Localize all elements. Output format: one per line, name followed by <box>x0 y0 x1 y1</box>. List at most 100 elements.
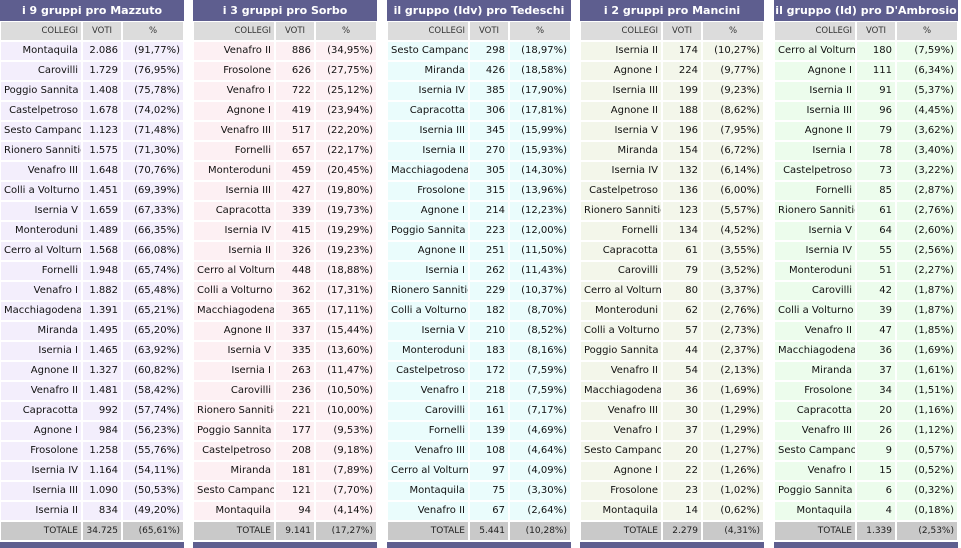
table-row: Venafro III 30 (1,29%) <box>580 401 764 421</box>
cell-pct: (3,62%) <box>896 121 958 141</box>
cell-collegio: Agnone I <box>0 421 82 441</box>
cell-collegio: Capracotta <box>774 401 856 421</box>
table-row: Isernia IV 1.164 (54,11%) <box>0 461 184 481</box>
cell-collegio: Isernia IV <box>774 241 856 261</box>
table-row: Fornelli 139 (4,69%) <box>387 421 571 441</box>
table-row: Poggio Sannita 44 (2,37%) <box>580 341 764 361</box>
table-row: Agnone I 111 (6,34%) <box>774 61 958 81</box>
cell-collegio: Agnone II <box>774 121 856 141</box>
cell-pct: (2,27%) <box>896 261 958 281</box>
cell-collegio: Carovilli <box>580 261 662 281</box>
cell-pct: (9,53%) <box>315 421 377 441</box>
cell-pct: (5,57%) <box>702 201 764 221</box>
cell-voti: 1.465 <box>82 341 122 361</box>
table-row: Isernia III 427 (19,80%) <box>193 181 377 201</box>
table-row: Macchiagodena 36 (1,69%) <box>774 341 958 361</box>
table-row: Capracotta 61 (3,55%) <box>580 241 764 261</box>
cell-collegio: Cerro al Volturno <box>774 41 856 61</box>
total-label: TOTALE <box>774 521 856 541</box>
cell-pct: (10,37%) <box>509 281 571 301</box>
cell-pct: (15,44%) <box>315 321 377 341</box>
cell-voti: 419 <box>275 101 315 121</box>
cell-voti: 34 <box>856 381 896 401</box>
cell-pct: (65,21%) <box>122 301 184 321</box>
col-header-voti: VOTI <box>82 21 122 41</box>
cell-collegio: Macchiagodena <box>580 381 662 401</box>
cell-voti: 326 <box>275 241 315 261</box>
table-row: Isernia V 64 (2,60%) <box>774 221 958 241</box>
table-row: Castelpetroso 73 (3,22%) <box>774 161 958 181</box>
col-header-pct: % <box>702 21 764 41</box>
cell-pct: (7,89%) <box>315 461 377 481</box>
cell-pct: (55,76%) <box>122 441 184 461</box>
table-row: Montaquila 75 (3,30%) <box>387 481 571 501</box>
table-row: Sesto Campano 1.123 (71,48%) <box>0 121 184 141</box>
total-row: TOTALE 9.141 (17,27%) <box>193 521 377 541</box>
cell-collegio: Venafro I <box>0 281 82 301</box>
cell-pct: (7,59%) <box>509 361 571 381</box>
table-row: Venafro I 218 (7,59%) <box>387 381 571 401</box>
table-row: Isernia II 270 (15,93%) <box>387 141 571 161</box>
table-row: Colli a Volturno 1.451 (69,39%) <box>0 181 184 201</box>
table-row: Isernia II 834 (49,20%) <box>0 501 184 521</box>
cell-voti: 177 <box>275 421 315 441</box>
cell-voti: 26 <box>856 421 896 441</box>
cell-voti: 180 <box>856 41 896 61</box>
cell-collegio: Miranda <box>193 461 275 481</box>
cell-collegio: Isernia IV <box>193 221 275 241</box>
cell-voti: 236 <box>275 381 315 401</box>
cell-collegio: Isernia I <box>193 361 275 381</box>
cell-pct: (11,50%) <box>509 241 571 261</box>
cell-collegio: Castelpetroso <box>774 161 856 181</box>
table-row: Rionero Sannitico1.575(71,30%) <box>0 141 184 161</box>
cell-pct: (60,82%) <box>122 361 184 381</box>
cell-pct: (18,58%) <box>509 61 571 81</box>
cell-voti: 298 <box>469 41 509 61</box>
cell-voti: 262 <box>469 261 509 281</box>
cell-voti: 64 <box>856 221 896 241</box>
cell-voti: 30 <box>662 401 702 421</box>
cell-voti: 36 <box>856 341 896 361</box>
table-row: Macchiagodena 365 (17,11%) <box>193 301 377 321</box>
table-row: Cerro al Volturno 97 (4,09%) <box>387 461 571 481</box>
cell-collegio: Venafro III <box>0 161 82 181</box>
table-row: Poggio Sannita 223 (12,00%) <box>387 221 571 241</box>
panel-footer-bar <box>387 542 571 548</box>
cell-pct: (1,69%) <box>896 341 958 361</box>
cell-pct: (0,57%) <box>896 441 958 461</box>
cell-collegio: Venafro I <box>387 381 469 401</box>
cell-collegio: Fornelli <box>193 141 275 161</box>
cell-pct: (2,37%) <box>702 341 764 361</box>
table-row: Cerro al Volturno 80 (3,37%) <box>580 281 764 301</box>
cell-voti: 992 <box>82 401 122 421</box>
table-row: Capracotta 339 (19,73%) <box>193 201 377 221</box>
results-panel: il gruppo (Idv) pro Tedeschi COLLEGI VOTI%… <box>387 0 571 548</box>
cell-pct: (75,78%) <box>122 81 184 101</box>
cell-pct: (14,30%) <box>509 161 571 181</box>
cell-collegio: Agnone II <box>387 241 469 261</box>
table-row: Rionero Sannitico229(10,37%) <box>387 281 571 301</box>
cell-pct: (3,22%) <box>896 161 958 181</box>
total-voti: 2.279 <box>662 521 702 541</box>
cell-pct: (1,27%) <box>702 441 764 461</box>
cell-collegio: Frosolone <box>193 61 275 81</box>
cell-pct: (8,62%) <box>702 101 764 121</box>
cell-collegio: Isernia II <box>0 501 82 521</box>
table-row: Agnone II 188 (8,62%) <box>580 101 764 121</box>
table-row: Agnone II 337 (15,44%) <box>193 321 377 341</box>
cell-voti: 1.648 <box>82 161 122 181</box>
table-row: Venafro I 722 (25,12%) <box>193 81 377 101</box>
table-row: Macchiagodena 36 (1,69%) <box>580 381 764 401</box>
cell-voti: 94 <box>275 501 315 521</box>
results-table: COLLEGI VOTI% Isernia II 174 (10,27%) Agnone … <box>580 21 764 541</box>
cell-pct: (20,45%) <box>315 161 377 181</box>
cell-voti: 14 <box>662 501 702 521</box>
cell-pct: (1,61%) <box>896 361 958 381</box>
cell-voti: 154 <box>662 141 702 161</box>
table-row: Isernia V 210 (8,52%) <box>387 321 571 341</box>
table-row: Macchiagodena 305 (14,30%) <box>387 161 571 181</box>
cell-pct: (22,17%) <box>315 141 377 161</box>
cell-voti: 1.575 <box>82 141 122 161</box>
cell-voti: 36 <box>662 381 702 401</box>
cell-voti: 448 <box>275 261 315 281</box>
